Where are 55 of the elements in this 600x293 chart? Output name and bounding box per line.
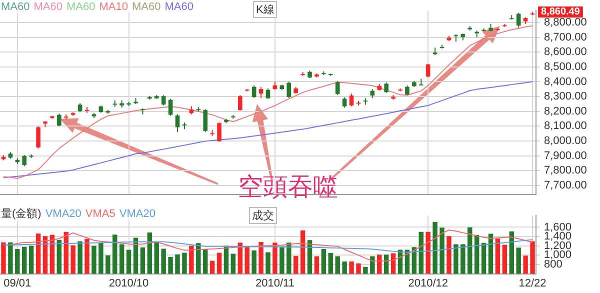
- candlestick: [161, 94, 166, 106]
- y-tick-label: 8,800.00: [544, 16, 587, 28]
- y-tick-label: 1,000: [544, 249, 572, 262]
- annotation: 空頭吞噬: [238, 171, 338, 203]
- x-tick-label: 2010/10: [108, 277, 149, 290]
- candlestick: [405, 84, 410, 96]
- annotation: 成交: [249, 207, 277, 224]
- x-tick-label: 2010/12: [408, 277, 448, 290]
- candlestick: [36, 126, 40, 149]
- legend-label: MA60: [66, 1, 96, 13]
- y-tick-label: 8,100.00: [544, 120, 587, 132]
- y-tick-label: 8,400.00: [544, 76, 587, 88]
- legend-label: MA60: [132, 1, 161, 13]
- candlestick: [342, 96, 347, 108]
- candlestick: [57, 113, 62, 127]
- candlestick: [203, 108, 208, 133]
- candlestick: [266, 88, 270, 100]
- legend-label: VMA20: [45, 208, 82, 220]
- y-tick-label: 8,700.00: [544, 31, 587, 44]
- candlestick: [22, 154, 27, 167]
- legend-title: 量(金額): [1, 208, 42, 220]
- candlestick: [217, 122, 222, 142]
- legend-label: MA60: [34, 1, 62, 13]
- text: MA60: [164, 1, 194, 13]
- candlestick: [426, 63, 430, 78]
- candlestick: [349, 93, 354, 107]
- y-tick-label: 800: [544, 258, 562, 271]
- y-tick-label: 8,200.00: [544, 105, 587, 118]
- candlestick: [516, 12, 521, 28]
- candlestick: [168, 98, 173, 116]
- candlestick: [258, 86, 264, 99]
- candlestick: [238, 94, 242, 112]
- text: MA10: [99, 1, 128, 13]
- y-tick-label: 1,200: [544, 240, 572, 252]
- candlestick: [384, 82, 388, 94]
- y-tick-label: 7,800.00: [544, 164, 587, 177]
- legend-label: MA60: [1, 1, 30, 13]
- y-tick-label: 7,900.00: [544, 150, 587, 162]
- annotation: 8,860.49: [541, 6, 580, 18]
- y-tick-label: 7,700.00: [544, 180, 587, 192]
- x-tick-label: 09/01: [4, 277, 32, 290]
- candlestick: [335, 80, 340, 96]
- series-label: VMA5: [85, 208, 116, 220]
- annotation: K線: [253, 1, 278, 18]
- y-tick-label: 8,300.00: [544, 90, 587, 103]
- x-tick-label: 2010/11: [255, 277, 294, 290]
- candlestick: [252, 84, 256, 99]
- series-label: VMA20: [119, 208, 156, 220]
- x-tick-label: 12/22: [518, 277, 546, 290]
- y-tick-label: 8,600.00: [544, 46, 587, 58]
- candlestick: [286, 81, 292, 99]
- y-tick-label: 8,000.00: [544, 135, 587, 148]
- y-tick-label: 8,500.00: [544, 60, 587, 73]
- candlestick: [175, 114, 180, 133]
- y-tick-label: 1,600: [544, 221, 572, 234]
